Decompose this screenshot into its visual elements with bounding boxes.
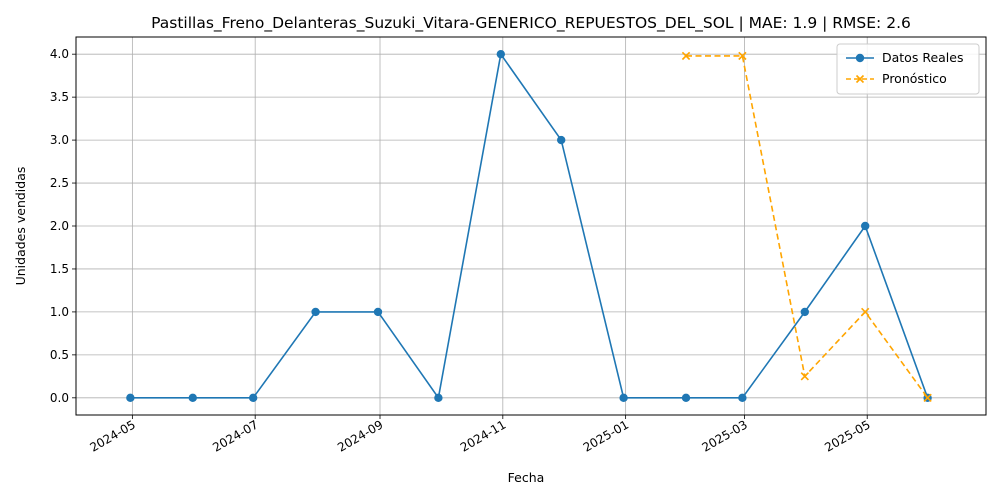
forecast-point bbox=[923, 393, 932, 402]
data-point bbox=[434, 393, 443, 403]
data-point bbox=[311, 307, 320, 317]
data-point bbox=[188, 393, 197, 403]
y-tick-label: 3.5 bbox=[50, 90, 69, 104]
y-tick-label: 1.0 bbox=[50, 305, 69, 319]
x-tick-label: 2024-09 bbox=[335, 417, 385, 454]
x-tick-label: 2024-05 bbox=[87, 417, 137, 454]
y-tick-label: 3.0 bbox=[50, 133, 69, 147]
legend-label-real: Datos Reales bbox=[882, 50, 963, 65]
y-ticks: 0.0 0.5 1.0 1.5 2.0 2.5 3.0 3.5 4.0 bbox=[50, 47, 76, 405]
data-point bbox=[861, 221, 870, 231]
data-point bbox=[496, 49, 506, 59]
forecast-point bbox=[800, 372, 809, 381]
data-point bbox=[126, 393, 135, 403]
x-tick-label: 2024-11 bbox=[458, 417, 508, 454]
legend: Datos Reales Pronóstico bbox=[836, 43, 980, 95]
x-axis-label: Fecha bbox=[508, 470, 545, 485]
x-tick-label: 2025-03 bbox=[699, 417, 749, 454]
x-tick-label: 2025-01 bbox=[581, 417, 631, 454]
y-tick-label: 2.0 bbox=[50, 219, 69, 233]
chart-title: Pastillas_Freno_Delanteras_Suzuki_Vitara… bbox=[151, 14, 911, 33]
y-tick-label: 4.0 bbox=[50, 47, 69, 61]
y-tick-label: 1.5 bbox=[50, 262, 69, 276]
y-axis-label: Unidades vendidas bbox=[13, 167, 28, 286]
legend-marker-forecast bbox=[855, 74, 865, 84]
legend-label-forecast: Pronóstico bbox=[882, 71, 947, 86]
legend-box bbox=[836, 43, 980, 95]
data-point bbox=[556, 135, 566, 145]
series-line-1 bbox=[686, 55, 929, 399]
legend-marker-real bbox=[855, 53, 865, 63]
forecast-point bbox=[738, 51, 747, 61]
x-tick-label: 2025-05 bbox=[822, 417, 872, 454]
grid bbox=[76, 37, 986, 415]
data-point bbox=[373, 307, 383, 317]
forecast-point bbox=[861, 307, 870, 317]
data-point bbox=[800, 307, 810, 317]
forecast-point bbox=[681, 51, 691, 61]
x-tick-label: 2024-07 bbox=[210, 417, 260, 454]
y-tick-label: 0.0 bbox=[50, 391, 69, 405]
data-point bbox=[681, 393, 691, 403]
y-tick-label: 2.5 bbox=[50, 176, 69, 190]
y-tick-label: 0.5 bbox=[50, 348, 69, 362]
data-point bbox=[248, 393, 258, 403]
series-layer bbox=[126, 49, 932, 403]
data-point bbox=[738, 393, 747, 403]
data-point bbox=[619, 393, 628, 403]
x-ticks: 2024-05 2024-07 2024-09 2024-11 2025-01 2025-… bbox=[87, 415, 873, 455]
series-line-0 bbox=[130, 52, 929, 400]
